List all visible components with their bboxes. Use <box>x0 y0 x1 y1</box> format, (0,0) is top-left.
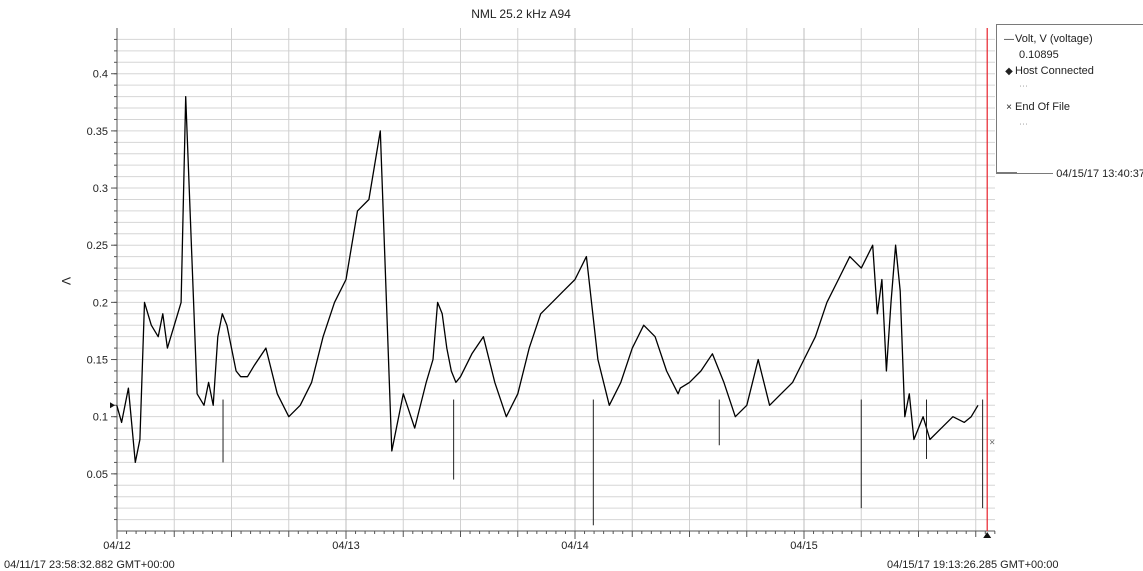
x-tick-label: 04/14 <box>561 540 589 552</box>
x-tick-label: 04/15 <box>790 540 818 552</box>
legend-end-label: End Of File <box>1015 101 1071 113</box>
legend: —Volt, V (voltage) 0.10895 ◆ Host Connect… <box>996 24 1143 180</box>
legend-time-line <box>997 172 1017 173</box>
y-tick-label: 0.4 <box>93 69 108 81</box>
x-tick-label: 04/13 <box>332 540 360 552</box>
y-axis-label: V <box>59 277 73 285</box>
series-line <box>116 95 979 464</box>
chart-title: NML 25.2 kHz A94 <box>471 7 571 21</box>
legend-series-label: Volt, V (voltage) <box>1015 33 1093 45</box>
legend-end: × End Of File <box>1003 101 1070 114</box>
end-timestamp: 04/15/17 19:13:26.285 GMT+00:00 <box>887 559 1059 571</box>
legend-series-value: 0.10895 <box>1019 49 1059 61</box>
y-tick-label: 0.3 <box>93 183 108 195</box>
y-tick-label: 0.2 <box>93 297 108 309</box>
legend-host: ◆ Host Connected <box>1003 65 1094 78</box>
end-of-file-marker: × <box>989 437 995 448</box>
line-marker-icon: — <box>1004 34 1014 45</box>
legend-timestamp: 04/15/17 13:40:37 <box>1053 168 1143 180</box>
x-axis-ticks: 04/12 04/13 04/14 04/15 <box>103 402 996 552</box>
legend-host-label: Host Connected <box>1015 65 1094 77</box>
y-tick-label: 0.15 <box>87 355 108 367</box>
start-timestamp: 04/11/17 23:58:32.882 GMT+00:00 <box>4 559 175 571</box>
start-marker-icon <box>110 402 115 409</box>
y-tick-label: 0.1 <box>93 412 108 424</box>
x-marker-icon: × <box>1006 102 1012 113</box>
legend-separator-2: ⋯ <box>1019 119 1028 129</box>
series-layer: × <box>116 28 995 538</box>
y-axis-ticks: 0.05 0.1 0.15 0.2 0.25 0.3 0.35 0.4 <box>87 38 117 521</box>
y-tick-label: 0.35 <box>87 126 108 138</box>
cursor-marker-icon <box>983 532 992 538</box>
grid <box>117 28 995 531</box>
legend-separator: ⋯ <box>1019 81 1028 91</box>
x-tick-label: 04/12 <box>103 540 131 552</box>
legend-series: —Volt, V (voltage) <box>1003 33 1093 46</box>
y-tick-label: 0.25 <box>87 240 108 252</box>
y-tick-label: 0.05 <box>87 469 108 481</box>
diamond-marker-icon: ◆ <box>1005 66 1013 77</box>
